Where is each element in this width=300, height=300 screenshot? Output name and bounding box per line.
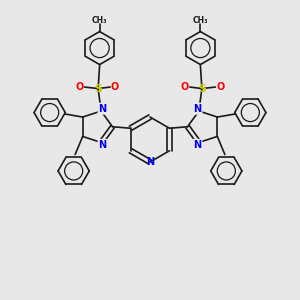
Text: N: N (193, 104, 201, 114)
Text: S: S (94, 84, 102, 94)
Text: N: N (146, 157, 154, 167)
Text: O: O (111, 82, 119, 92)
Text: O: O (181, 82, 189, 92)
Text: O: O (216, 82, 224, 92)
Text: CH₃: CH₃ (92, 16, 107, 25)
Text: O: O (76, 82, 84, 92)
Text: N: N (99, 104, 107, 114)
Text: N: N (99, 140, 107, 150)
Text: CH₃: CH₃ (193, 16, 208, 25)
Text: S: S (198, 84, 206, 94)
Text: N: N (193, 140, 201, 150)
